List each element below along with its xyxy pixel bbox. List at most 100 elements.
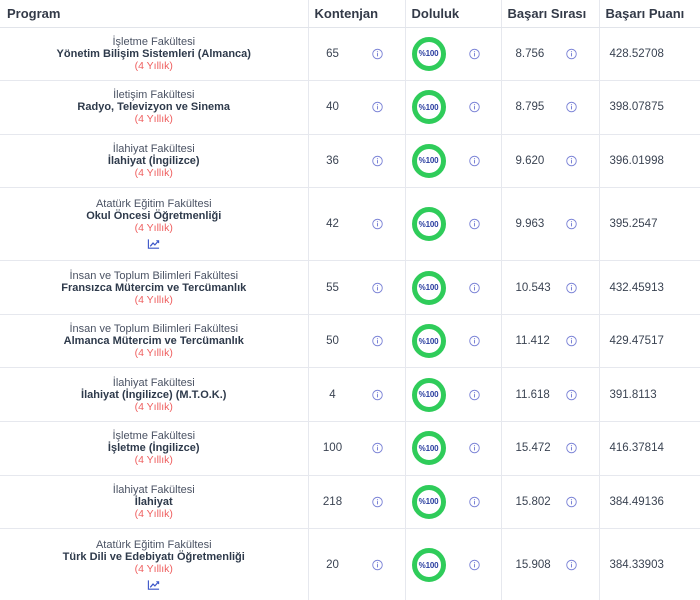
info-icon[interactable] [468, 389, 480, 400]
info-icon[interactable] [371, 102, 383, 113]
rank-cell: 15.472 [501, 421, 600, 476]
info-icon[interactable] [565, 335, 577, 347]
rank-cell: 10.543 [501, 260, 600, 315]
fill-value: %100 [418, 390, 439, 400]
quota-value: 40 [326, 101, 339, 114]
fill-cell: %100 [405, 421, 502, 476]
info-icon[interactable] [371, 219, 383, 230]
info-icon[interactable] [565, 496, 577, 508]
info-icon[interactable] [565, 389, 577, 400]
info-icon[interactable] [371, 496, 383, 508]
program-name[interactable]: İlahiyat (İngilizce) (M.T.O.K.) [81, 388, 227, 401]
info-icon[interactable] [565, 282, 577, 293]
quota-cell: 42 [308, 187, 406, 262]
trend-chart-icon[interactable] [147, 579, 160, 591]
faculty-name: İşletme Fakültesi [112, 35, 196, 48]
program-name[interactable]: İlahiyat [134, 495, 173, 508]
table-row[interactable]: Atatürk Eğitim Fakültesi Okul Öncesi Öğre… [0, 187, 700, 262]
info-icon[interactable] [371, 443, 383, 454]
table-row[interactable]: Atatürk Eğitim Fakültesi Türk Dili ve Ede… [0, 528, 700, 600]
fill-value: %100 [418, 497, 439, 507]
program-name[interactable]: İşletme (İngilizce) [107, 442, 200, 455]
rank-value: 8.795 [515, 101, 545, 114]
program-cell: İlahiyat Fakültesi İlahiyat (İngilizce) (… [0, 367, 309, 423]
rank-cell: 11.618 [501, 367, 600, 423]
info-icon[interactable] [371, 335, 383, 347]
program-name[interactable]: Okul Öncesi Öğretmenliği [86, 210, 222, 223]
info-icon[interactable] [371, 560, 383, 571]
info-icon[interactable] [468, 560, 480, 571]
program-duration: (4 Yıllık) [134, 507, 173, 520]
info-icon[interactable] [371, 389, 383, 400]
info-icon[interactable] [468, 102, 480, 113]
program-name[interactable]: Yönetim Bilişim Sistemleri (Almanca) [56, 47, 251, 60]
score-cell: 432.45913 [599, 260, 700, 315]
info-icon[interactable] [468, 282, 480, 293]
table-row[interactable]: İşletme Fakültesi İşletme (İngilizce) (4 Y… [0, 421, 700, 476]
fill-ring: %100 [411, 143, 446, 178]
score-cell: 428.52708 [599, 27, 700, 82]
quota-value: 20 [326, 559, 339, 572]
fill-cell: %100 [405, 80, 502, 135]
rank-value: 15.472 [515, 442, 551, 455]
score-value: 391.8113 [609, 388, 657, 401]
table-row[interactable]: İşletme Fakültesi Yönetim Bilişim Sisteml… [0, 27, 700, 82]
program-name[interactable]: Almanca Mütercim ve Tercümanlık [63, 335, 244, 348]
program-name[interactable]: Türk Dili ve Edebiyatı Öğretmenliği [62, 551, 245, 564]
program-name[interactable]: İlahiyat (İngilizce) [107, 154, 200, 167]
info-icon[interactable] [468, 443, 480, 454]
program-duration: (4 Yıllık) [134, 400, 173, 413]
rank-value: 15.908 [515, 559, 551, 572]
program-cell: İşletme Fakültesi İşletme (İngilizce) (4 Y… [0, 421, 309, 476]
fill-value: %100 [418, 102, 439, 112]
table-row[interactable]: İlahiyat Fakültesi İlahiyat (İngilizce) (4… [0, 134, 700, 189]
quota-cell: 55 [308, 260, 406, 315]
info-icon[interactable] [565, 48, 577, 60]
info-icon[interactable] [371, 155, 383, 167]
program-cell: Atatürk Eğitim Fakültesi Türk Dili ve Ede… [0, 528, 309, 600]
table-row[interactable]: İlahiyat Fakültesi İlahiyat (4 Yıllık) 218%… [0, 475, 700, 530]
table-row[interactable]: İnsan ve Toplum Bilimleri Fakültesi Frans… [0, 260, 700, 315]
program-name[interactable]: Radyo, Televizyon ve Sinema [77, 101, 231, 114]
fill-ring: %100 [411, 270, 446, 305]
info-icon[interactable] [565, 219, 577, 230]
program-name[interactable]: Fransızca Mütercim ve Tercümanlık [61, 281, 247, 294]
info-icon[interactable] [565, 560, 577, 571]
table-row[interactable]: İnsan ve Toplum Bilimleri Fakültesi Alman… [0, 314, 700, 369]
quota-cell: 36 [308, 134, 406, 189]
table-row[interactable]: İletişim Fakültesi Radyo, Televizyon ve S… [0, 80, 700, 135]
header-program[interactable]: Program [0, 0, 309, 28]
score-value: 416.37814 [609, 442, 664, 455]
header-quota[interactable]: Kontenjan [308, 0, 406, 28]
info-icon[interactable] [468, 48, 480, 60]
quota-cell: 20 [308, 528, 406, 600]
trend-chart-icon[interactable] [147, 238, 160, 250]
table-row[interactable]: İlahiyat Fakültesi İlahiyat (İngilizce) (… [0, 367, 700, 423]
info-icon[interactable] [468, 219, 480, 230]
program-duration: (4 Yıllık) [134, 293, 173, 306]
program-cell: İnsan ve Toplum Bilimleri Fakültesi Frans… [0, 260, 309, 315]
info-icon[interactable] [468, 155, 480, 167]
header-fill[interactable]: Doluluk [405, 0, 502, 28]
score-value: 384.49136 [609, 495, 664, 508]
faculty-name: İnsan ve Toplum Bilimleri Fakültesi [69, 269, 239, 282]
score-value: 396.01998 [609, 154, 664, 167]
info-icon[interactable] [565, 155, 577, 167]
program-cell: İlahiyat Fakültesi İlahiyat (4 Yıllık) [0, 475, 309, 530]
info-icon[interactable] [565, 102, 577, 113]
faculty-name: İlahiyat Fakültesi [112, 483, 195, 496]
faculty-name: Atatürk Eğitim Fakültesi [95, 198, 212, 211]
header-score[interactable]: Başarı Puanı [599, 0, 700, 28]
rank-value: 11.618 [515, 388, 550, 401]
fill-ring: %100 [411, 484, 446, 519]
faculty-name: İlahiyat Fakültesi [112, 376, 195, 389]
fill-ring: %100 [411, 90, 446, 125]
faculty-name: Atatürk Eğitim Fakültesi [95, 539, 212, 552]
info-icon[interactable] [468, 496, 480, 508]
info-icon[interactable] [371, 48, 383, 60]
info-icon[interactable] [468, 335, 480, 347]
header-rank[interactable]: Başarı Sırası [501, 0, 600, 28]
rank-cell: 15.802 [501, 475, 600, 530]
info-icon[interactable] [565, 443, 577, 454]
info-icon[interactable] [371, 282, 383, 293]
